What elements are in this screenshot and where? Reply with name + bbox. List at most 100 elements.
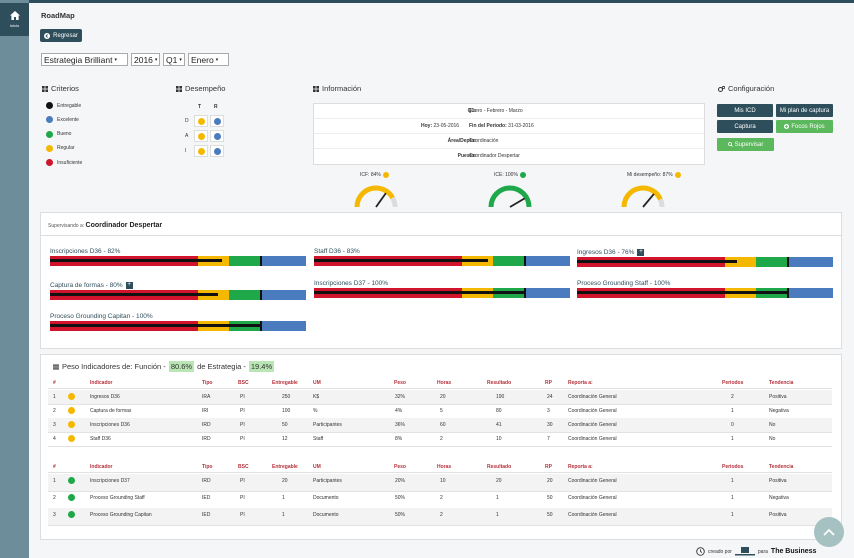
kpi-progress-line — [50, 324, 260, 327]
info-fin-value: 31-03-2016 — [508, 123, 534, 129]
table-cell-resultado: 80 — [496, 408, 502, 414]
table-cell-periodos: 1 — [731, 495, 734, 501]
kpi-target-mark — [523, 288, 526, 298]
table-cell-indicador: Ingresos D36 — [90, 394, 120, 400]
kpi-bar-segment — [523, 256, 570, 266]
info-hoy: Hoy: 23-05-2016 — [421, 123, 459, 129]
status-dot — [213, 117, 221, 125]
kpi-title: Proceso Grounding Capitan - 100% — [50, 313, 153, 320]
sidebar-item-home[interactable]: Inicio — [0, 3, 29, 36]
expand-plus-icon[interactable]: + — [125, 282, 133, 289]
table-cell-rp: 50 — [547, 495, 553, 501]
gauge-label: ICE: 100% — [494, 172, 526, 178]
quarter-select-value: Q1 — [166, 54, 178, 65]
table-cell-peso: 36% — [395, 422, 406, 428]
criterio-label: Entregable — [57, 102, 82, 109]
table-cell-tipo: IRD — [202, 422, 211, 428]
kpi-label: Inscripciones D36 - 82% — [50, 248, 121, 255]
grid-icon — [313, 85, 319, 92]
footer-created-by: creado por — [708, 548, 732, 555]
table-header-cell: UM — [313, 380, 321, 386]
info-quarter-value: Enero - Febrero - Marzo — [469, 108, 523, 114]
supervisar-button[interactable]: Supervisar — [717, 138, 774, 151]
table-cell-indicador: Proceso Grounding Staff — [90, 495, 145, 501]
home-icon — [9, 11, 20, 20]
table-cell-bsc: PI — [240, 495, 245, 501]
table-header-cell: Peso — [394, 464, 406, 470]
kpi-label: Proceso Grounding Capitan - 100% — [50, 313, 153, 320]
kpi-progress-line — [577, 291, 787, 294]
table-header-cell: Periodos — [722, 464, 744, 470]
table-cell-resultado: 10 — [496, 436, 502, 442]
kpi-title: Captura de formas - 80% + — [50, 282, 133, 289]
footer-for: para — [757, 548, 768, 555]
desempeno-col-r: R — [214, 104, 218, 110]
gauge-chart — [621, 185, 665, 208]
kpi-bar-segment — [725, 257, 757, 267]
info-fin: Fin del Periodo: 31-03-2016 — [469, 123, 534, 129]
divider — [48, 472, 832, 473]
gauge-chart — [354, 185, 398, 208]
kpi-label: Staff D36 - 83% — [314, 248, 360, 255]
sidebar — [0, 0, 29, 558]
table-cell-n: 2 — [53, 408, 56, 414]
divider — [48, 388, 832, 389]
table-cell-n: 2 — [53, 495, 56, 501]
gauge-arc — [658, 198, 665, 208]
divider — [48, 491, 832, 492]
kpi-bar-segment — [259, 290, 306, 300]
year-select[interactable]: 2016 ▾ — [131, 53, 160, 66]
table-cell-horas: 60 — [440, 422, 446, 428]
back-button[interactable]: Regresar — [40, 29, 82, 42]
scroll-to-top-button[interactable] — [814, 517, 844, 547]
table-cell-reporta: Coordinación General — [568, 422, 617, 428]
page-title: RoadMap — [41, 11, 75, 20]
criterio-dot — [46, 130, 53, 138]
expand-plus-icon[interactable]: + — [637, 249, 645, 256]
mis-icd-button[interactable]: Mis ICD — [717, 104, 773, 117]
pesos-funcion-badge: 80.6% — [168, 361, 195, 372]
criterio-label: Excelente — [57, 116, 79, 123]
table-cell-tendencia: Positiva — [769, 512, 787, 518]
back-arrow-icon — [44, 32, 51, 39]
strategy-select-value: Estrategia Brilliant — [44, 54, 113, 65]
criterio-item: Insuficiente — [46, 159, 82, 167]
mi-plan-captura-button[interactable]: Mi plan de captura — [776, 104, 833, 117]
info-quarter-label: Q1: — [467, 108, 476, 114]
desempeno-cell — [210, 115, 224, 127]
table-cell-reporta: Coordinación General — [568, 512, 617, 518]
status-dot — [68, 407, 75, 414]
month-select[interactable]: Enero ▾ — [188, 53, 229, 66]
kpi-bar-segment — [259, 321, 306, 331]
quarter-select[interactable]: Q1 ▾ — [163, 53, 185, 66]
desempeno-row-label: D — [185, 118, 189, 124]
table-cell-horas: 10 — [440, 478, 446, 484]
captura-button[interactable]: Captura — [717, 120, 773, 133]
gauge-label-text: Mi desempeño: 87% — [627, 172, 673, 178]
gauge-needle — [375, 192, 387, 208]
focos-rojos-label: Focos Rojos — [791, 123, 825, 130]
criterio-dot — [46, 116, 53, 124]
criterio-dot — [46, 159, 53, 167]
info-table: Q1: Enero - Febrero - Marzo Hoy: 23-05-2… — [313, 103, 705, 165]
info-row-puesto: Puesto: Coordinador Despertar — [314, 149, 704, 164]
status-dot — [68, 393, 75, 400]
info-row-area: Área/Depto: Coordinación — [314, 134, 704, 149]
focos-rojos-button[interactable]: Focos Rojos — [776, 120, 833, 133]
kpi-bar-segment — [786, 257, 833, 267]
table-header-cell: Peso — [394, 380, 406, 386]
desempeno-cell — [194, 115, 208, 127]
info-puesto-label: Puesto: — [457, 153, 476, 159]
strategy-select[interactable]: Estrategia Brilliant ▾ — [41, 53, 128, 66]
table-cell-tipo: IED — [202, 495, 211, 501]
table-cell-rp: 3 — [547, 408, 550, 414]
table-cell-tipo: IRI — [202, 408, 209, 414]
table-header-cell: Indicador — [90, 380, 113, 386]
table-cell-um: Staff — [313, 436, 324, 442]
table-cell-peso: 32% — [395, 394, 406, 400]
table-header-cell: BSC — [238, 380, 249, 386]
kpi-title: Ingresos D36 - 76% + — [577, 249, 645, 256]
divider — [48, 446, 832, 447]
table-cell-tendencia: Negativa — [769, 495, 789, 501]
status-dot — [68, 494, 75, 501]
